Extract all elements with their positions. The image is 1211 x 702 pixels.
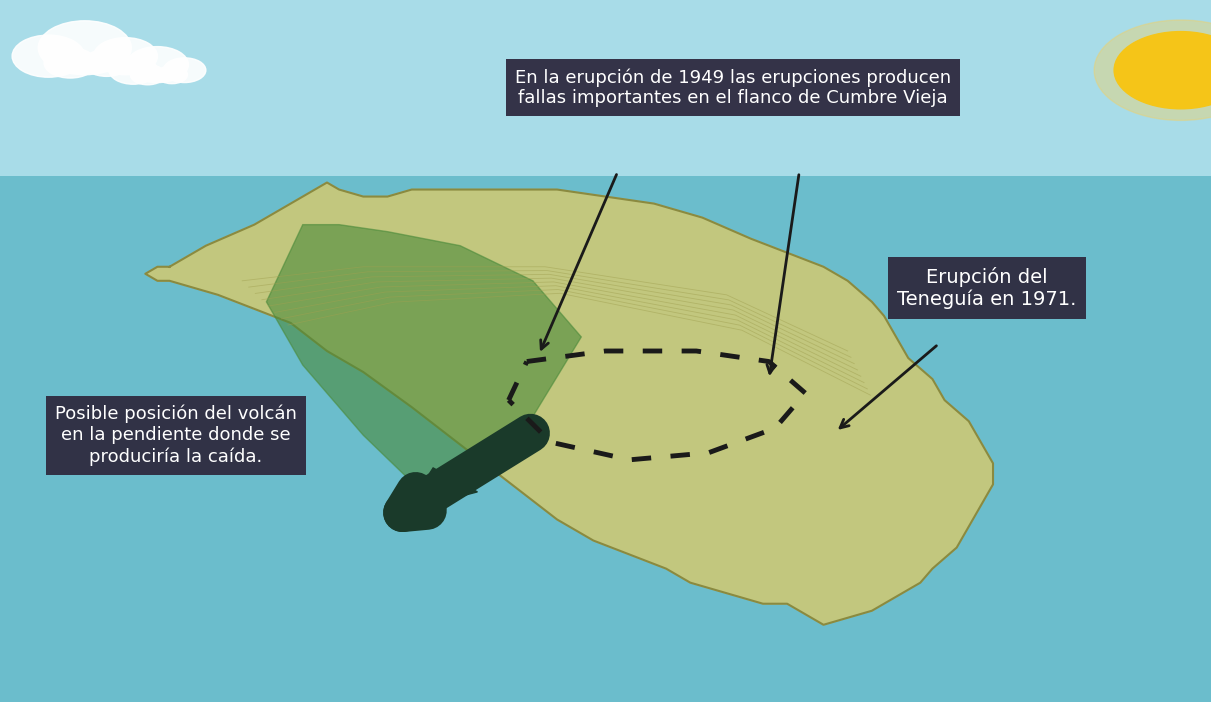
Text: Erupción del
Teneguía en 1971.: Erupción del Teneguía en 1971.: [897, 267, 1077, 309]
Circle shape: [84, 49, 130, 77]
Circle shape: [12, 35, 85, 77]
Circle shape: [1114, 32, 1211, 109]
Circle shape: [156, 66, 188, 84]
Circle shape: [131, 65, 165, 85]
Circle shape: [93, 38, 157, 74]
FancyArrow shape: [406, 426, 543, 511]
Polygon shape: [145, 183, 993, 625]
Circle shape: [163, 58, 206, 83]
Text: En la erupción de 1949 las erupciones producen
fallas importantes en el flanco d: En la erupción de 1949 las erupciones pr…: [515, 68, 951, 107]
FancyBboxPatch shape: [0, 176, 1211, 702]
Circle shape: [39, 21, 131, 74]
Polygon shape: [266, 225, 581, 505]
Circle shape: [1094, 20, 1211, 120]
Text: Posible posición del volcán
en la pendiente donde se
produciría la caída.: Posible posición del volcán en la pendie…: [54, 405, 297, 465]
Circle shape: [109, 56, 157, 84]
Circle shape: [44, 48, 97, 78]
FancyBboxPatch shape: [0, 0, 1211, 176]
Circle shape: [126, 46, 189, 83]
